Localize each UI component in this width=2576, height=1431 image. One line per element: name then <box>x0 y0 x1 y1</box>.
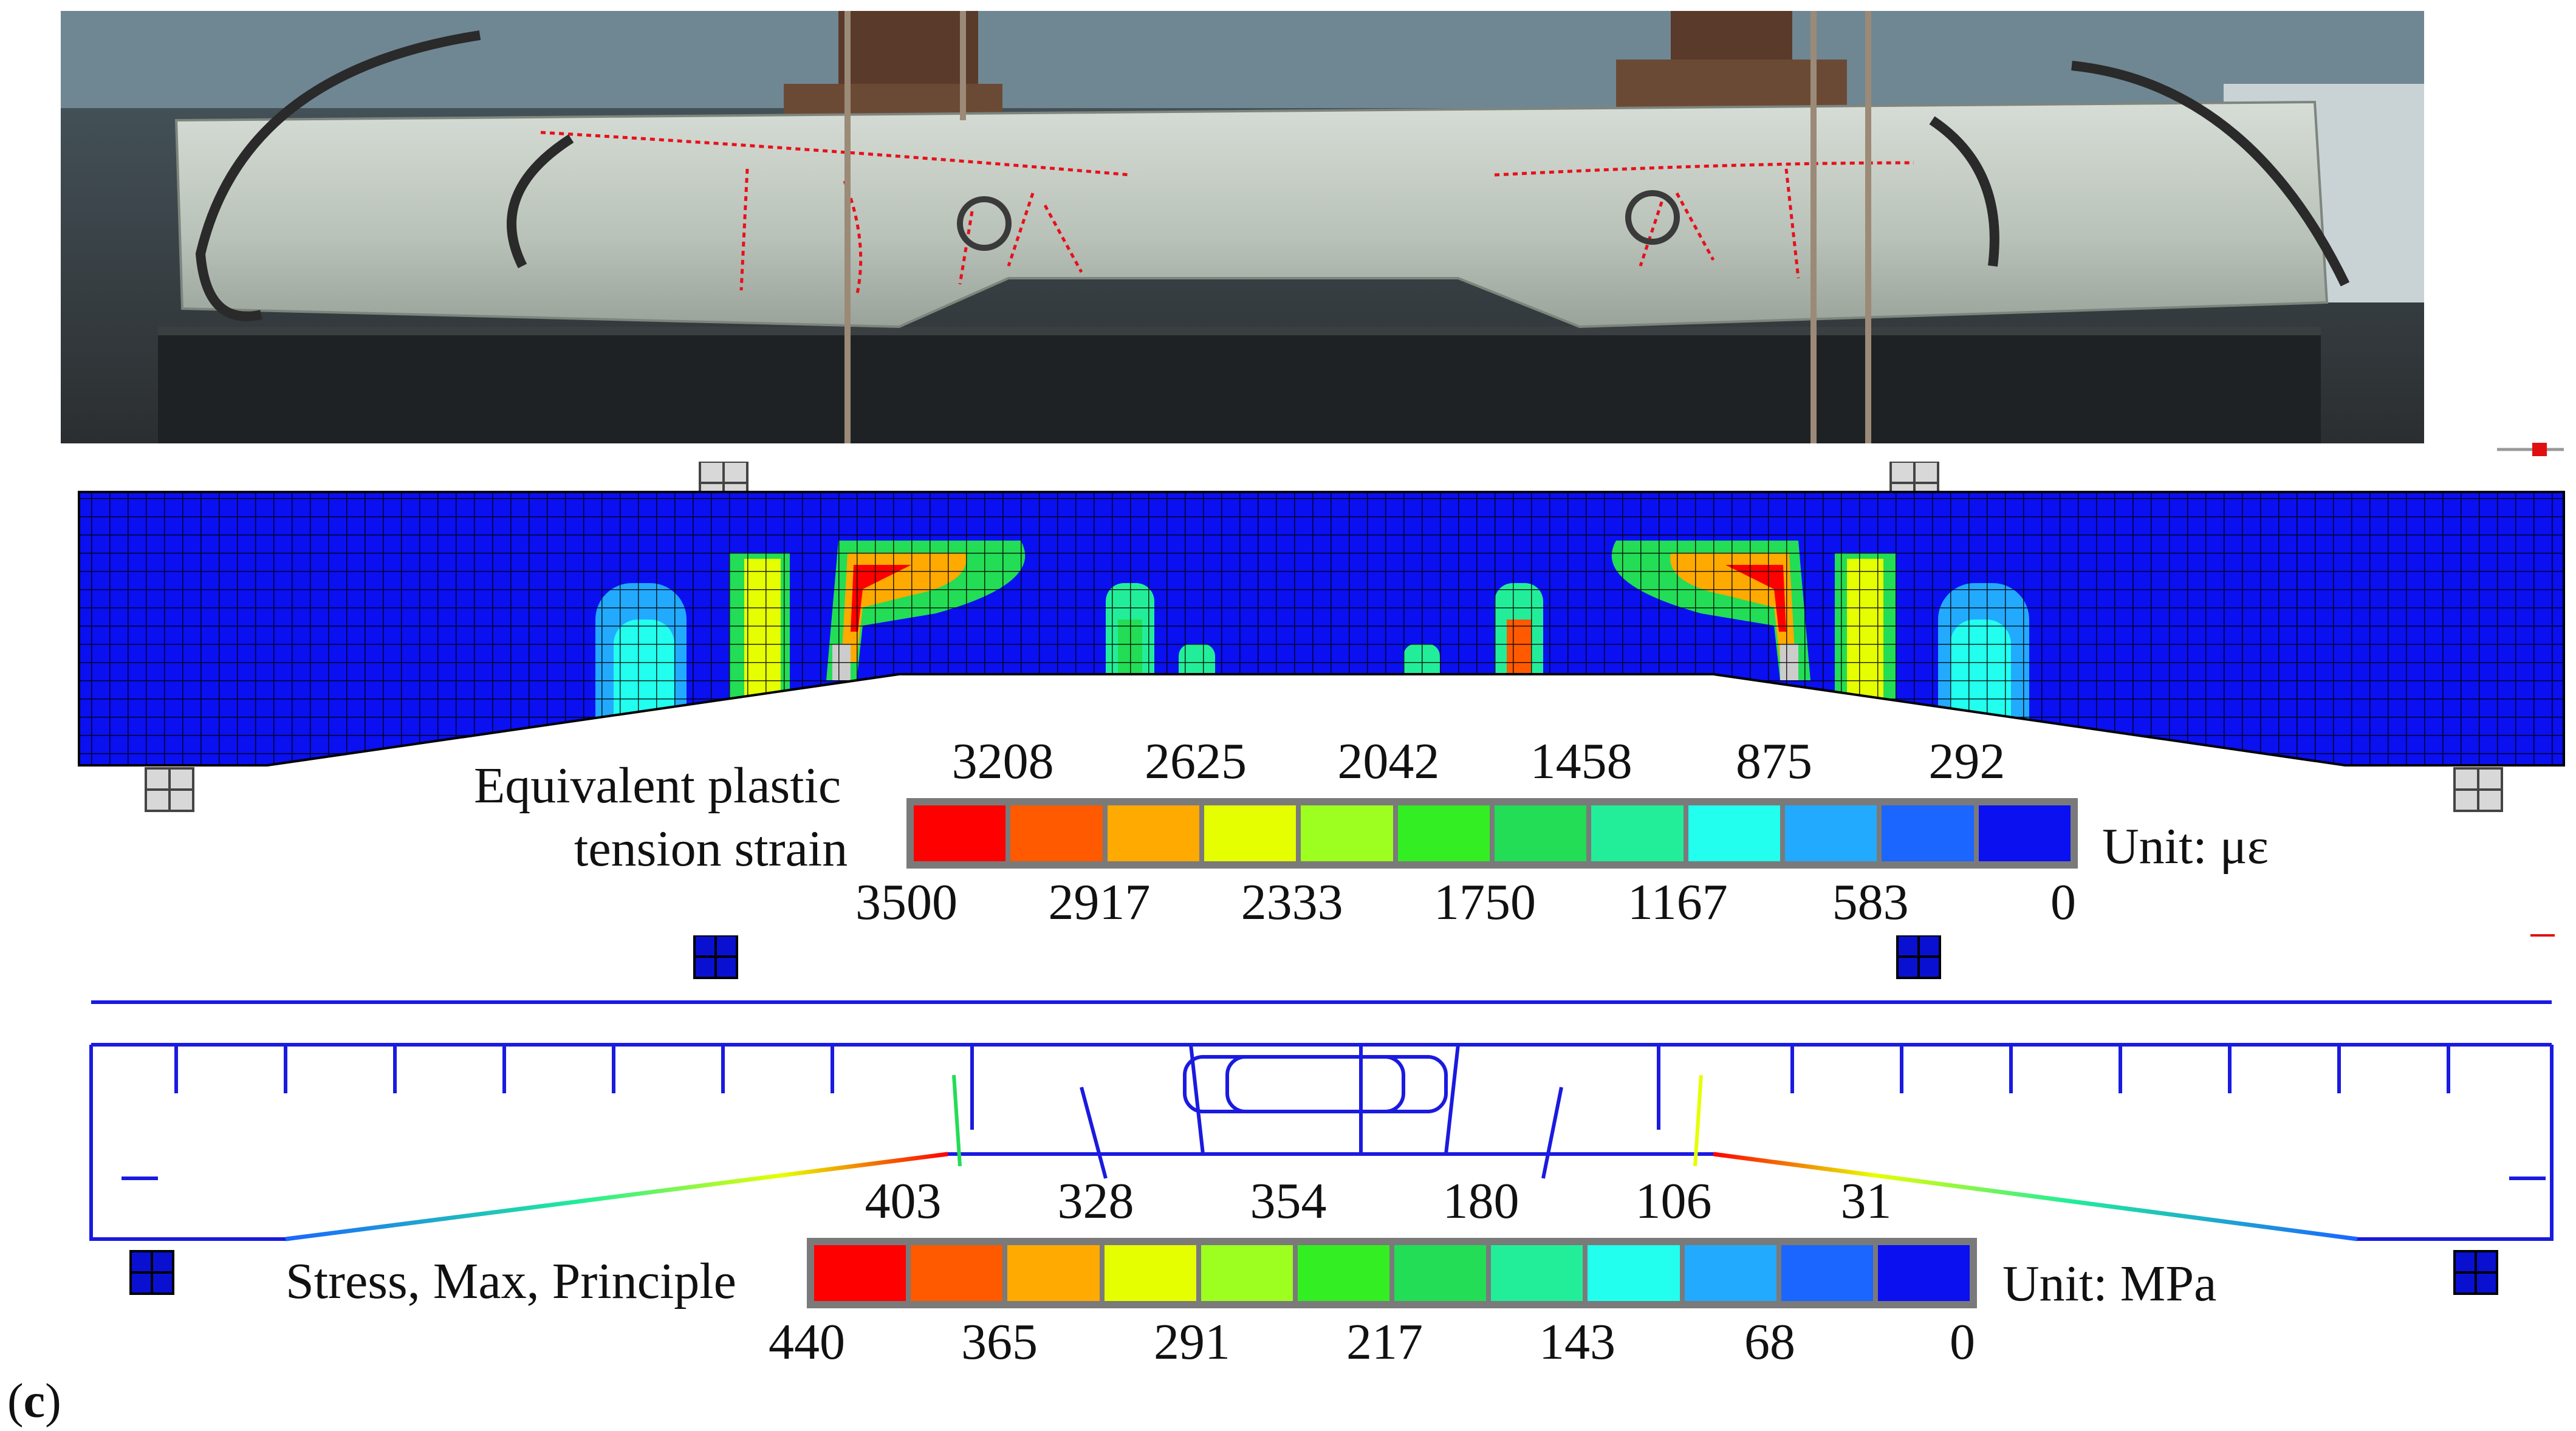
strain-color-cell <box>1882 805 1974 861</box>
strain-upper-tick: 2625 <box>1145 733 1247 790</box>
strain-color-cell <box>1204 805 1297 861</box>
strain-lower-tick: 2333 <box>1241 874 1343 931</box>
strain-lower-tick: 583 <box>1832 874 1909 931</box>
strain-upper-tick: 875 <box>1736 733 1812 790</box>
strain-lower-tick: 2917 <box>1048 874 1151 931</box>
strain-upper-tick: 292 <box>1928 733 2006 790</box>
strain-color-cell <box>1688 805 1780 861</box>
stress-color-cell <box>1007 1245 1100 1301</box>
stress-unit-label: Unit: MPa <box>2002 1255 2217 1312</box>
strain-color-bar <box>906 798 2078 869</box>
stress-color-cell <box>1588 1245 1680 1301</box>
stress-lower-tick: 365 <box>961 1314 1038 1370</box>
strain-lower-tick: 1750 <box>1434 874 1536 931</box>
support-plate <box>145 767 2503 812</box>
strain-color-cell <box>1784 805 1877 861</box>
strain-color-cell <box>1107 805 1199 861</box>
beam-test-photo <box>61 11 2424 443</box>
strain-lower-tick: 3500 <box>855 874 957 931</box>
support-plate <box>129 1250 2498 1295</box>
strain-lower-tick: 1167 <box>1627 874 1728 931</box>
stress-color-cell <box>1201 1245 1293 1301</box>
stress-color-cell <box>1394 1245 1487 1301</box>
stress-color-bar <box>807 1238 1977 1308</box>
strain-unit-label: Unit: με <box>2102 818 2269 875</box>
strain-upper-tick: 1458 <box>1530 733 1632 790</box>
stress-upper-tick: 180 <box>1442 1173 1519 1229</box>
strain-color-cell <box>1494 805 1587 861</box>
strain-color-cell <box>914 805 1006 861</box>
stress-color-cell <box>814 1245 906 1301</box>
strain-upper-tick: 3208 <box>951 733 1054 790</box>
stress-color-cell <box>911 1245 1003 1301</box>
stress-lower-tick: 291 <box>1154 1314 1230 1370</box>
panel-letter: c <box>23 1375 46 1428</box>
stress-upper-tick: 354 <box>1250 1173 1327 1229</box>
strain-color-cell <box>1978 805 2071 861</box>
stress-color-cell <box>1297 1245 1390 1301</box>
stress-color-cell <box>1491 1245 1583 1301</box>
scale-mark <box>2530 934 2555 937</box>
strain-lower-tick: 0 <box>2050 874 2076 931</box>
panel-label: (c) <box>7 1375 61 1428</box>
stress-lower-tick: 217 <box>1346 1314 1423 1370</box>
stress-lower-tick: 0 <box>1950 1314 1975 1370</box>
strain-legend-title-line1: Equivalent plastic <box>474 757 841 814</box>
stress-lower-tick: 68 <box>1744 1314 1795 1370</box>
strain-color-cell <box>1397 805 1490 861</box>
concrete-beam <box>174 100 2329 329</box>
strain-legend-title-line2: tension strain <box>574 821 848 877</box>
stress-color-cell <box>1877 1245 1970 1301</box>
stress-upper-tick: 403 <box>865 1173 942 1229</box>
strain-color-cell <box>1301 805 1393 861</box>
stress-lower-tick: 143 <box>1539 1314 1615 1370</box>
stress-legend-title: Stress, Max, Principle <box>286 1253 736 1310</box>
stress-upper-tick: 31 <box>1840 1173 1892 1229</box>
stress-upper-tick: 328 <box>1057 1173 1134 1229</box>
loading-plate <box>693 935 1941 979</box>
stress-upper-tick: 106 <box>1635 1173 1712 1229</box>
strain-color-cell <box>1591 805 1684 861</box>
rebar-stress-contour <box>89 935 2554 1295</box>
plastic-strain-contour <box>78 462 2565 812</box>
scale-mark <box>2497 443 2564 456</box>
stress-lower-tick: 440 <box>769 1314 845 1370</box>
strain-color-cell <box>1010 805 1103 861</box>
stress-color-cell <box>1684 1245 1776 1301</box>
strain-upper-tick: 2042 <box>1337 733 1440 790</box>
stress-color-cell <box>1781 1245 1873 1301</box>
stress-color-cell <box>1104 1245 1196 1301</box>
